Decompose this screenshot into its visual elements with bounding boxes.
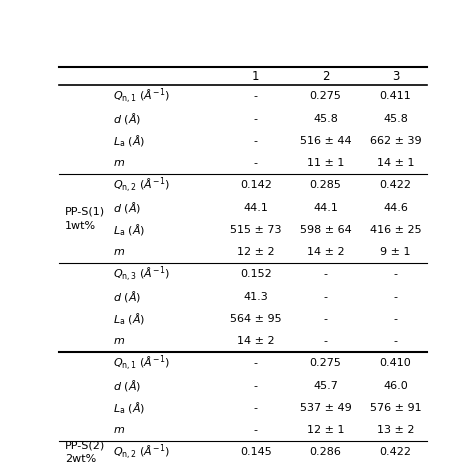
- Text: 14 ± 2: 14 ± 2: [307, 247, 345, 257]
- Text: 0.142: 0.142: [240, 180, 272, 191]
- Text: -: -: [254, 114, 258, 123]
- Text: 0.275: 0.275: [310, 358, 341, 369]
- Text: 662 ± 39: 662 ± 39: [370, 136, 421, 146]
- Text: PP-S(2)
2wt%: PP-S(2) 2wt%: [65, 440, 105, 465]
- Text: 537 ± 49: 537 ± 49: [300, 403, 351, 413]
- Text: -: -: [324, 336, 328, 346]
- Text: 576 ± 91: 576 ± 91: [370, 403, 421, 413]
- Text: 45.8: 45.8: [313, 114, 338, 123]
- Text: 44.6: 44.6: [383, 203, 408, 212]
- Text: -: -: [393, 314, 397, 324]
- Text: $Q_{\rm n,1}\ (\AA^{-1})$: $Q_{\rm n,1}\ (\AA^{-1})$: [112, 87, 169, 106]
- Text: $Q_{\rm n,1}\ (\AA^{-1})$: $Q_{\rm n,1}\ (\AA^{-1})$: [112, 354, 169, 373]
- Text: 41.3: 41.3: [244, 292, 268, 302]
- Text: 564 ± 95: 564 ± 95: [230, 314, 282, 324]
- Text: $L_{\rm a}\ (\AA)$: $L_{\rm a}\ (\AA)$: [112, 133, 145, 149]
- Text: 13 ± 2: 13 ± 2: [377, 425, 414, 435]
- Text: $d\ (\AA)$: $d\ (\AA)$: [112, 289, 141, 304]
- Text: -: -: [324, 269, 328, 280]
- Text: 11 ± 1: 11 ± 1: [307, 158, 344, 168]
- Text: 12 ± 2: 12 ± 2: [237, 247, 274, 257]
- Text: $d\ (\AA)$: $d\ (\AA)$: [112, 200, 141, 215]
- Text: $d\ (\AA)$: $d\ (\AA)$: [112, 378, 141, 393]
- Text: 0.410: 0.410: [380, 358, 411, 369]
- Text: 0.145: 0.145: [240, 447, 272, 458]
- Text: 0.422: 0.422: [379, 180, 411, 191]
- Text: $L_{\rm a}\ (\AA)$: $L_{\rm a}\ (\AA)$: [112, 222, 145, 238]
- Text: $m$: $m$: [112, 247, 125, 257]
- Text: -: -: [254, 358, 258, 369]
- Text: 12 ± 1: 12 ± 1: [307, 425, 344, 435]
- Text: -: -: [254, 158, 258, 168]
- Text: 0.411: 0.411: [380, 91, 411, 102]
- Text: $m$: $m$: [112, 158, 125, 168]
- Text: $L_{\rm a}\ (\AA)$: $L_{\rm a}\ (\AA)$: [112, 400, 145, 416]
- Text: 0.286: 0.286: [310, 447, 341, 458]
- Text: 3: 3: [392, 69, 399, 82]
- Text: 0.152: 0.152: [240, 269, 272, 280]
- Text: PP-S(1)
1wt%: PP-S(1) 1wt%: [65, 207, 105, 231]
- Text: 14 ± 1: 14 ± 1: [377, 158, 414, 168]
- Text: $Q_{\rm n,2}\ (\AA^{-1})$: $Q_{\rm n,2}\ (\AA^{-1})$: [112, 443, 169, 462]
- Text: 0.285: 0.285: [310, 180, 341, 191]
- Text: 9 ± 1: 9 ± 1: [380, 247, 410, 257]
- Text: 0.275: 0.275: [310, 91, 341, 102]
- Text: -: -: [393, 336, 397, 346]
- Text: 0.422: 0.422: [379, 447, 411, 458]
- Text: -: -: [254, 136, 258, 146]
- Text: 1: 1: [252, 69, 260, 82]
- Text: -: -: [254, 403, 258, 413]
- Text: 515 ± 73: 515 ± 73: [230, 225, 282, 235]
- Text: 14 ± 2: 14 ± 2: [237, 336, 274, 346]
- Text: 44.1: 44.1: [243, 203, 268, 212]
- Text: 45.8: 45.8: [383, 114, 408, 123]
- Text: 516 ± 44: 516 ± 44: [300, 136, 351, 146]
- Text: -: -: [254, 91, 258, 102]
- Text: 416 ± 25: 416 ± 25: [370, 225, 421, 235]
- Text: -: -: [254, 425, 258, 435]
- Text: $m$: $m$: [112, 336, 125, 346]
- Text: 46.0: 46.0: [383, 381, 408, 391]
- Text: -: -: [254, 381, 258, 391]
- Text: $Q_{\rm n,2}\ (\AA^{-1})$: $Q_{\rm n,2}\ (\AA^{-1})$: [112, 176, 169, 195]
- Text: $d\ (\AA)$: $d\ (\AA)$: [112, 111, 141, 126]
- Text: -: -: [393, 269, 397, 280]
- Text: 598 ± 64: 598 ± 64: [300, 225, 351, 235]
- Text: $Q_{\rm n,3}\ (\AA^{-1})$: $Q_{\rm n,3}\ (\AA^{-1})$: [112, 265, 169, 284]
- Text: $m$: $m$: [112, 425, 125, 435]
- Text: 2: 2: [322, 69, 329, 82]
- Text: -: -: [393, 292, 397, 302]
- Text: -: -: [324, 314, 328, 324]
- Text: 44.1: 44.1: [313, 203, 338, 212]
- Text: -: -: [324, 292, 328, 302]
- Text: $L_{\rm a}\ (\AA)$: $L_{\rm a}\ (\AA)$: [112, 311, 145, 327]
- Text: 45.7: 45.7: [313, 381, 338, 391]
